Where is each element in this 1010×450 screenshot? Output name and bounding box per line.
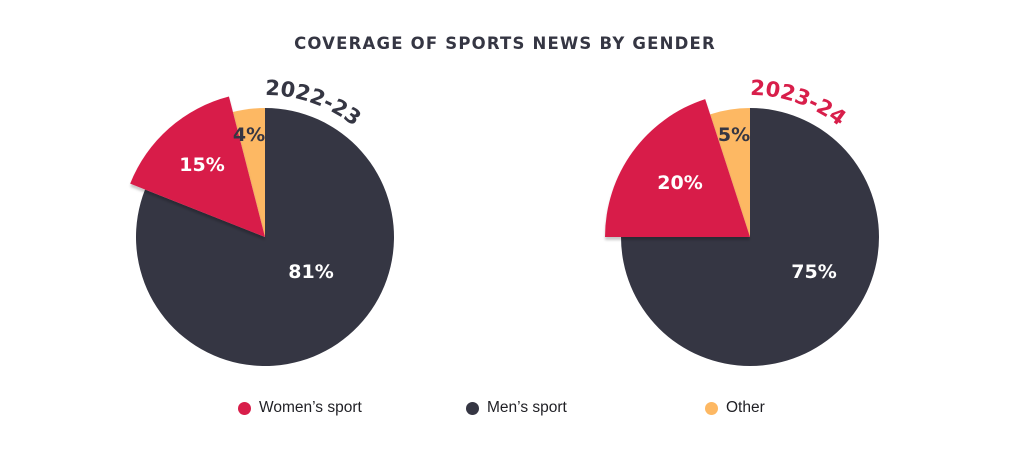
women-slice (130, 96, 265, 237)
other-percent-label: 5% (718, 124, 750, 146)
other-percent-label: 4% (233, 124, 265, 146)
legend-item-men: Men’s sport (466, 399, 567, 417)
legend-item-other: Other (705, 399, 765, 417)
legend: Women’s sport Men’s sport Other (0, 399, 1010, 421)
other-slice (710, 108, 750, 237)
women-legend-dot-icon (238, 401, 251, 415)
chart-title: COVERAGE OF SPORTS NEWS BY GENDER (294, 34, 716, 53)
women-slice (605, 99, 750, 237)
other-slice (232, 108, 265, 237)
legend-label: Men’s sport (487, 399, 567, 416)
legend-label: Other (726, 399, 765, 416)
pie-2023-24: 20% 5% 75% 2023-24 (605, 76, 879, 366)
women-percent-label: 20% (657, 172, 702, 194)
men-percent-label: 81% (288, 261, 333, 283)
other-legend-dot-icon (705, 401, 718, 415)
pie-2022-23: 15% 4% 81% 2022-23 (130, 76, 395, 366)
men-legend-dot-icon (466, 401, 479, 415)
women-percent-label: 15% (179, 154, 224, 176)
legend-label: Women’s sport (259, 399, 362, 416)
legend-item-women: Women’s sport (238, 399, 362, 417)
men-percent-label: 75% (791, 261, 836, 283)
